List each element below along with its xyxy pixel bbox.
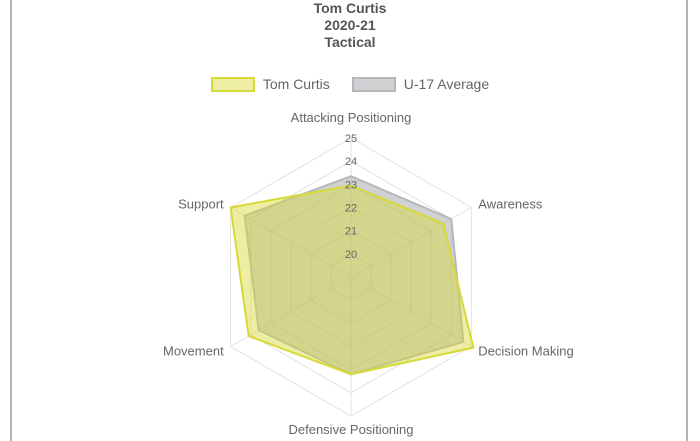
axis-spoke [350, 276, 472, 347]
tick-label: 24 [345, 156, 357, 168]
tick-label: 20 [345, 249, 357, 261]
legend-label-player: Tom Curtis [262, 76, 330, 92]
tick-label: 22 [345, 203, 357, 215]
series-area-player [229, 184, 475, 376]
title-line-season: 2020-21 [324, 17, 376, 33]
title-line-player: Tom Curtis [313, 0, 387, 16]
tick-label: 25 [345, 133, 357, 145]
tick-label: 21 [345, 226, 357, 238]
title-line-category: Tactical [324, 34, 376, 50]
legend-item-player[interactable]: Tom Curtis [210, 76, 330, 92]
axis-label: Decision Making [478, 344, 573, 359]
legend-swatch-player [210, 76, 255, 92]
legend-swatch-average [351, 76, 396, 92]
axis-label: Awareness [478, 197, 543, 212]
tick-label: 23 [345, 179, 357, 191]
axis-label: Attacking Positioning [291, 110, 412, 125]
legend: Tom Curtis U-17 Average [0, 76, 700, 92]
legend-label-average: U-17 Average [403, 76, 490, 92]
chart-frame [10, 0, 688, 441]
axis-label: Defensive Positioning [288, 422, 413, 437]
axis-spoke [230, 276, 352, 347]
legend-item-average[interactable]: U-17 Average [351, 76, 490, 92]
axis-label: Movement [163, 344, 224, 359]
axis-label: Support [178, 197, 224, 212]
axis-spoke [230, 207, 352, 278]
chart-title: Tom Curtis 2020-21 Tactical [0, 0, 700, 51]
